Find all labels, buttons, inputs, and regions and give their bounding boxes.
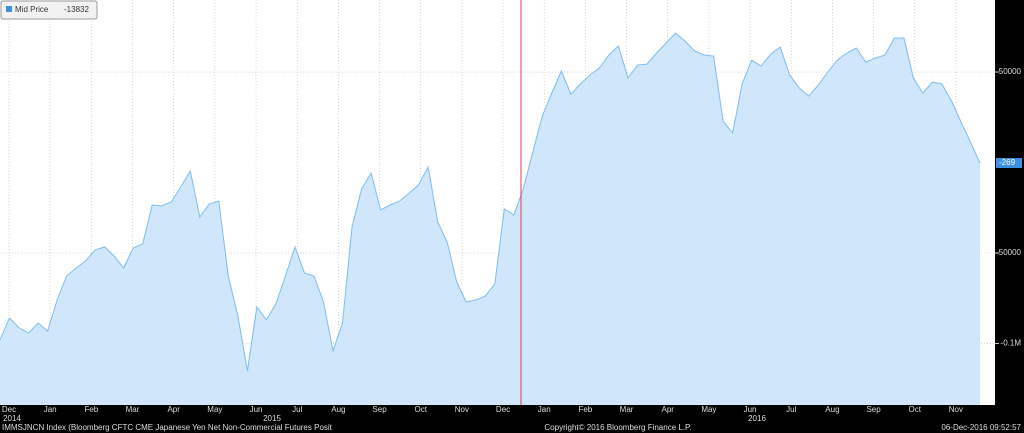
x-tick-label: Jul bbox=[292, 405, 302, 414]
x-tick-label: Feb bbox=[578, 405, 592, 414]
year-label: 2014 bbox=[3, 414, 21, 423]
x-tick-label: May bbox=[701, 405, 716, 414]
y-tick-label: 50000 bbox=[999, 67, 1022, 76]
last-value-label: -269 bbox=[999, 158, 1016, 167]
footer-right: 06-Dec-2016 09:52:57 bbox=[941, 423, 1021, 432]
x-tick-label: Dec bbox=[2, 405, 16, 414]
legend-label: Mid Price bbox=[15, 5, 49, 14]
legend bbox=[0, 0, 98, 20]
x-tick-label: Oct bbox=[414, 405, 427, 414]
x-tick-label: Jan bbox=[538, 405, 551, 414]
x-tick-label: Mar bbox=[126, 405, 140, 414]
x-tick-label: Oct bbox=[909, 405, 922, 414]
x-tick-label: Mar bbox=[620, 405, 634, 414]
y-axis-panel bbox=[995, 0, 1024, 405]
x-tick-label: May bbox=[207, 405, 222, 414]
x-tick-label: Nov bbox=[949, 405, 963, 414]
x-tick-label: Aug bbox=[331, 405, 345, 414]
x-tick-label: Sep bbox=[372, 405, 387, 414]
x-tick-label: Sep bbox=[866, 405, 881, 414]
area-line bbox=[0, 32, 981, 372]
x-tick-label: Jan bbox=[44, 405, 57, 414]
x-tick-label: Dec bbox=[496, 405, 510, 414]
last-value-box bbox=[996, 157, 1022, 168]
y-tick-label: -50000 bbox=[996, 248, 1021, 257]
x-tick-label: Jun bbox=[744, 405, 757, 414]
legend-value: -13832 bbox=[64, 5, 89, 14]
footer-left: IMMSJNCN Index (Bloomberg CFTC CME Japan… bbox=[2, 423, 333, 432]
x-tick-label: Jul bbox=[786, 405, 796, 414]
y-tick-label: -0.1M bbox=[1001, 339, 1022, 348]
x-tick-label: Jun bbox=[250, 405, 263, 414]
x-tick-label: Feb bbox=[84, 405, 98, 414]
year-label: 2016 bbox=[748, 414, 766, 423]
x-tick-label: Apr bbox=[167, 405, 180, 414]
legend-swatch bbox=[6, 6, 12, 12]
area-fill bbox=[0, 33, 980, 405]
x-tick-label: Apr bbox=[661, 405, 674, 414]
year-label: 2015 bbox=[263, 414, 281, 423]
x-tick-label: Nov bbox=[455, 405, 469, 414]
footer-center: Copyright© 2016 Bloomberg Finance L.P. bbox=[544, 423, 691, 432]
x-tick-label: Aug bbox=[825, 405, 839, 414]
